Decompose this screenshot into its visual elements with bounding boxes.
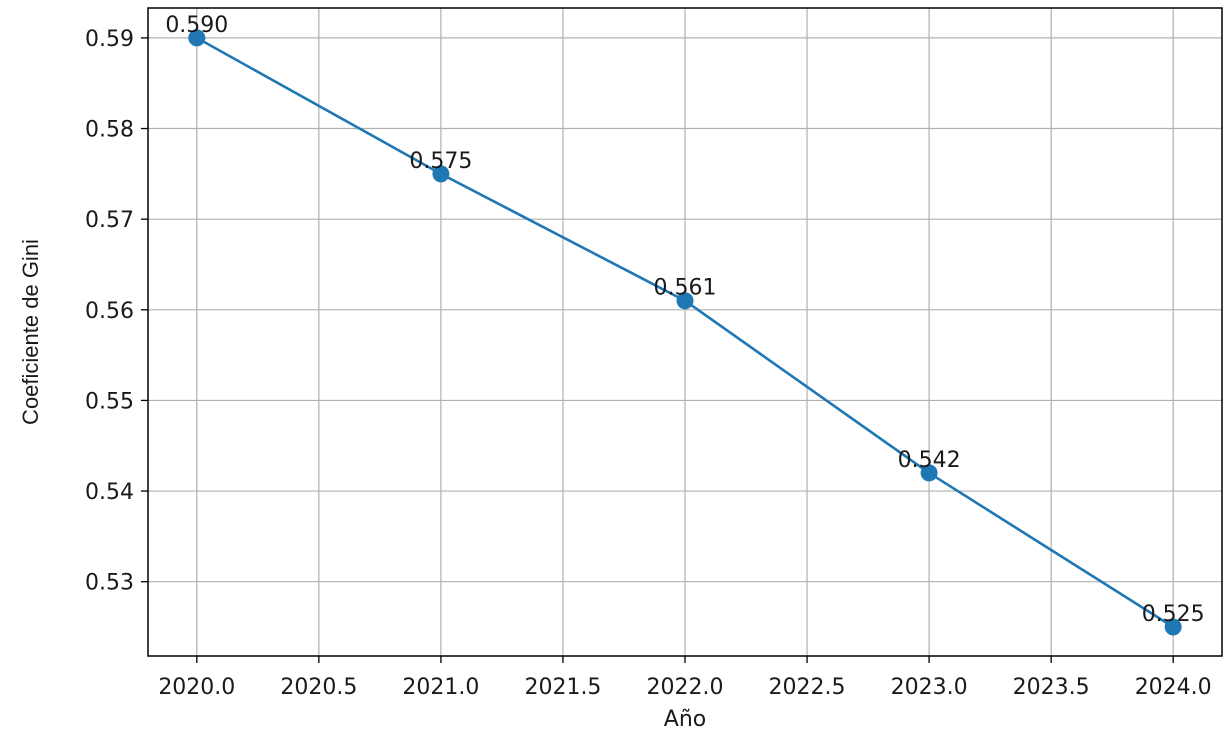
x-tick-label: 2023.0 (891, 675, 968, 700)
data-labels: 0.590 0.575 0.561 0.542 0.525 (165, 13, 1204, 627)
data-label: 0.525 (1142, 602, 1205, 627)
data-label: 0.575 (409, 149, 472, 174)
x-tick-label: 2020.0 (158, 675, 235, 700)
data-point (1164, 618, 1182, 636)
data-label: 0.561 (654, 276, 717, 301)
y-tick-label: 0.54 (85, 480, 134, 505)
x-tick-label: 2020.5 (280, 675, 357, 700)
x-tick-label: 2022.5 (769, 675, 846, 700)
x-tick-label: 2021.5 (524, 675, 601, 700)
x-tick-label: 2023.5 (1013, 675, 1090, 700)
y-tick-label: 0.53 (85, 571, 134, 596)
data-label: 0.542 (898, 448, 961, 473)
y-tick-label: 0.58 (85, 118, 134, 143)
x-axis-label: Año (664, 707, 706, 732)
y-tick-label: 0.59 (85, 27, 134, 52)
data-point (432, 165, 450, 183)
y-axis-label: Coeficiente de Gini (18, 239, 43, 425)
data-label: 0.590 (165, 13, 228, 38)
ticks: 2020.0 2020.5 2021.0 2021.5 2022.0 2022.5 2023… (85, 27, 1212, 700)
y-tick-label: 0.56 (85, 299, 134, 324)
x-tick-label: 2021.0 (402, 675, 479, 700)
x-tick-label: 2022.0 (647, 675, 724, 700)
y-tick-label: 0.57 (85, 208, 134, 233)
data-point (188, 29, 206, 47)
data-point (676, 292, 694, 310)
series-layer (188, 29, 1182, 636)
y-tick-label: 0.55 (85, 389, 134, 414)
data-point (920, 464, 938, 482)
x-tick-label: 2024.0 (1135, 675, 1212, 700)
grid (148, 8, 1222, 656)
